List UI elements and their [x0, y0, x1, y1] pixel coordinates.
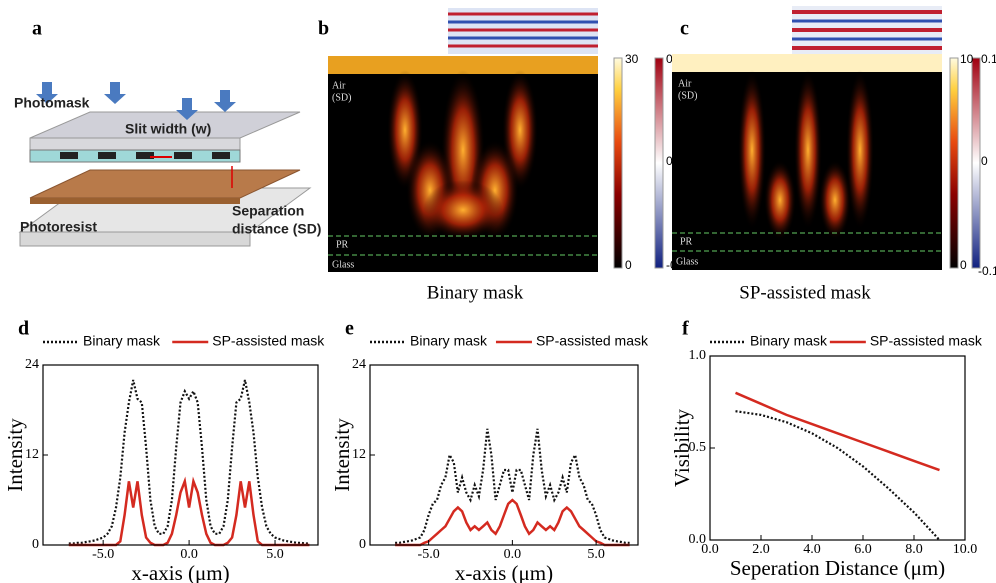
y-tick-label: 1.0: [689, 348, 707, 363]
series-line: [736, 411, 940, 540]
colorbar-tick: 0.1: [981, 52, 996, 66]
series-line: [69, 380, 310, 544]
mask-glass: [30, 138, 240, 150]
label: PR: [336, 239, 349, 250]
photoresist-side: [30, 198, 240, 204]
panel-label: b: [318, 18, 329, 40]
colorbar: [614, 58, 622, 268]
x-tick-label: -5.0: [92, 547, 114, 562]
x-axis-label: Seperation Distance (μm): [730, 556, 945, 580]
colorbar-tick: 0: [625, 258, 632, 272]
figure: a Photomask Slit width (w) Photoresist S…: [0, 0, 996, 583]
y-tick-label: 24: [25, 357, 39, 372]
label: Photomask: [14, 95, 90, 111]
panel-a: a Photomask Slit width (w) Photoresist S…: [14, 18, 321, 246]
caption: Binary mask: [427, 282, 524, 303]
panel-label: e: [345, 318, 354, 340]
x-tick-label: 10.0: [953, 542, 978, 557]
colorbar-tick: 30: [625, 52, 639, 66]
label: Air: [678, 78, 692, 89]
label: PR: [680, 236, 693, 247]
label: distance (SD): [232, 221, 321, 237]
legend-label: SP-assisted mask: [870, 333, 983, 349]
label: Glass: [332, 259, 354, 270]
colorbar-tick: 0: [666, 154, 673, 168]
series-line: [736, 393, 940, 470]
colorbar-tick: 0: [981, 154, 988, 168]
series-line: [395, 500, 629, 545]
plot-frame: [43, 365, 318, 545]
caption: SP-assisted mask: [739, 282, 871, 303]
colorbar-tick: 0: [960, 258, 967, 272]
label: Glass: [676, 256, 698, 267]
label: (SD): [678, 90, 697, 101]
y-tick-label: 12: [25, 447, 39, 462]
y-axis-label: Intensity: [3, 418, 27, 492]
x-tick-label: 5.0: [587, 547, 605, 562]
label: Photoresist: [20, 219, 97, 235]
legend-label: Binary mask: [410, 333, 488, 349]
y-tick-label: 0: [359, 537, 366, 552]
beams: [738, 70, 874, 240]
label: Separation: [232, 203, 304, 219]
x-axis-label: x-axis (μm): [455, 561, 553, 583]
panel-c: c Air (SD) PR Glass 10 0 0.1 0 -0.1 SP-a…: [672, 6, 996, 303]
y-tick-label: 24: [352, 357, 366, 372]
x-tick-label: -5.0: [418, 547, 440, 562]
legend-label: SP-assisted mask: [212, 333, 325, 349]
panel-label: a: [32, 18, 42, 40]
label: (SD): [332, 92, 351, 103]
colorbar-tick: -0.1: [978, 264, 996, 278]
y-tick-label: 0: [32, 537, 39, 552]
y-tick-label: 12: [352, 447, 366, 462]
x-tick-label: 5.0: [266, 547, 284, 562]
legend-label: SP-assisted mask: [536, 333, 649, 349]
panel-label: c: [680, 18, 689, 40]
mask-region: [672, 54, 942, 72]
colorbar: [950, 58, 958, 268]
colorbar: [655, 58, 663, 268]
panel-b: b Air (SD) PR Glass 30 0 0.3 0 -0.3 Bina…: [318, 8, 687, 303]
y-axis-label: Visibility: [670, 408, 694, 487]
panel-label: f: [682, 318, 689, 340]
x-axis-label: x-axis (μm): [131, 561, 229, 583]
y-tick-label: 0.0: [689, 532, 707, 547]
beams: [387, 70, 538, 240]
series-line: [395, 429, 629, 543]
colorbar-tick: 10: [960, 52, 974, 66]
legend-label: Binary mask: [83, 333, 161, 349]
colorbar: [972, 58, 980, 268]
panel-label: d: [18, 318, 29, 340]
legend-label: Binary mask: [750, 333, 828, 349]
label: Slit width (w): [125, 121, 211, 137]
y-axis-label: Intensity: [330, 418, 354, 492]
label: Air: [332, 80, 346, 91]
